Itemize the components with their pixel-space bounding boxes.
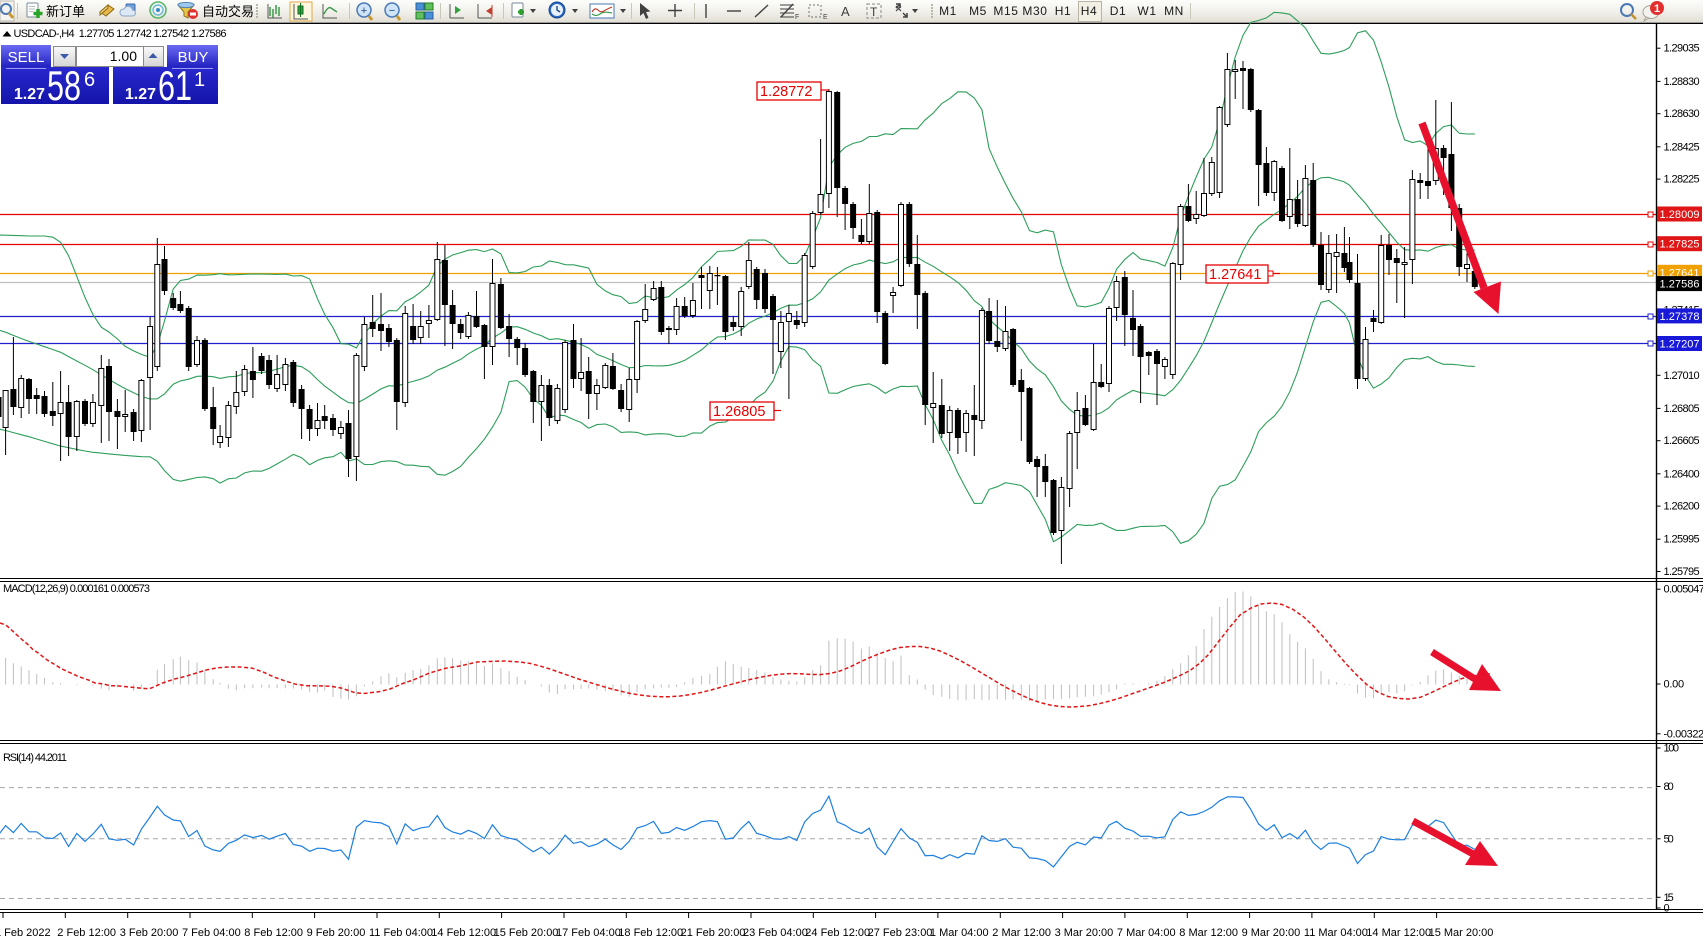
svg-text:58: 58: [47, 62, 81, 109]
svg-text:1 Mar 04:00: 1 Mar 04:00: [930, 927, 989, 939]
svg-text:1.27: 1.27: [14, 86, 45, 103]
svg-text:1 Feb 2022: 1 Feb 2022: [0, 927, 51, 939]
svg-text:15 Mar 20:00: 15 Mar 20:00: [1429, 927, 1494, 939]
svg-text:2 Mar 12:00: 2 Mar 12:00: [992, 927, 1051, 939]
svg-text:1.26400: 1.26400: [1664, 468, 1700, 480]
svg-text:3 Feb 20:00: 3 Feb 20:00: [120, 927, 179, 939]
svg-text:17 Feb 04:00: 17 Feb 04:00: [556, 927, 621, 939]
svg-text:H4: H4: [1081, 4, 1098, 18]
svg-text:W1: W1: [1137, 4, 1156, 18]
svg-text:8 Mar 12:00: 8 Mar 12:00: [1179, 927, 1238, 939]
svg-text:F: F: [795, 14, 799, 21]
svg-text:1.27586: 1.27586: [1660, 279, 1700, 291]
svg-text:7 Feb 04:00: 7 Feb 04:00: [182, 927, 241, 939]
svg-text:11 Feb 04:00: 11 Feb 04:00: [369, 927, 433, 939]
svg-text:1.26805: 1.26805: [713, 404, 765, 420]
svg-text:21 Feb 20:00: 21 Feb 20:00: [681, 927, 746, 939]
svg-text:1.27641: 1.27641: [1209, 267, 1261, 283]
svg-text:-0.003227: -0.003227: [1664, 728, 1703, 740]
svg-text:6: 6: [84, 69, 95, 91]
svg-text:1.28630: 1.28630: [1664, 108, 1700, 120]
svg-text:27 Feb 23:00: 27 Feb 23:00: [868, 927, 933, 939]
svg-text:61: 61: [158, 62, 192, 109]
svg-text:9 Feb 20:00: 9 Feb 20:00: [307, 927, 366, 939]
svg-text:M30: M30: [1022, 4, 1047, 18]
svg-text:1: 1: [1654, 3, 1660, 15]
svg-text:1.28830: 1.28830: [1664, 76, 1700, 88]
svg-text:1.26200: 1.26200: [1664, 501, 1700, 513]
svg-text:1.27378: 1.27378: [1660, 311, 1700, 323]
svg-text:新订单: 新订单: [46, 4, 85, 19]
svg-text:1.25995: 1.25995: [1664, 534, 1700, 546]
svg-text:1.28772: 1.28772: [760, 84, 812, 100]
svg-text:1.28009: 1.28009: [1660, 209, 1700, 221]
svg-text:1.26805: 1.26805: [1664, 403, 1700, 415]
svg-text:1.00: 1.00: [110, 48, 137, 64]
svg-text:100: 100: [1664, 743, 1680, 755]
svg-text:24 Feb 12:00: 24 Feb 12:00: [805, 927, 870, 939]
svg-text:14 Feb 12:00: 14 Feb 12:00: [431, 927, 496, 939]
svg-text:1.25795: 1.25795: [1664, 566, 1700, 578]
svg-text:11 Mar 04:00: 11 Mar 04:00: [1304, 927, 1368, 939]
svg-text:1: 1: [194, 69, 205, 91]
svg-text:D1: D1: [1110, 4, 1127, 18]
svg-text:MACD(12,26,9) 0.000161 0.00057: MACD(12,26,9) 0.000161 0.000573: [3, 583, 150, 595]
svg-text:15 Feb 20:00: 15 Feb 20:00: [494, 927, 559, 939]
svg-text:1.27207: 1.27207: [1660, 339, 1700, 351]
svg-text:18 Feb 12:00: 18 Feb 12:00: [618, 927, 683, 939]
svg-text:M5: M5: [969, 4, 987, 18]
svg-text:9 Mar 20:00: 9 Mar 20:00: [1242, 927, 1301, 939]
svg-text:2 Feb 12:00: 2 Feb 12:00: [57, 927, 116, 939]
svg-text:1.27: 1.27: [125, 86, 156, 103]
svg-text:自动交易: 自动交易: [202, 4, 254, 19]
svg-text:RSI(14) 44.2011: RSI(14) 44.2011: [3, 752, 67, 764]
svg-text:A: A: [841, 4, 850, 19]
svg-text:1.29035: 1.29035: [1664, 43, 1700, 55]
svg-text:0: 0: [1664, 903, 1670, 915]
svg-text:−: −: [389, 5, 395, 17]
svg-text:0.005047: 0.005047: [1664, 584, 1703, 596]
svg-text:0.00: 0.00: [1664, 679, 1685, 691]
svg-text:MN: MN: [1164, 4, 1184, 18]
svg-text:T: T: [870, 5, 878, 19]
svg-text:1.26605: 1.26605: [1664, 435, 1700, 447]
svg-text:8 Feb 12:00: 8 Feb 12:00: [244, 927, 303, 939]
svg-text:M1: M1: [939, 4, 957, 18]
svg-text:14 Mar 12:00: 14 Mar 12:00: [1366, 927, 1431, 939]
svg-text:SELL: SELL: [8, 49, 45, 66]
svg-text:3 Mar 20:00: 3 Mar 20:00: [1055, 927, 1114, 939]
svg-text:USDCAD-,H4 1.27705 1.27742 1.: USDCAD-,H4 1.27705 1.27742 1.27542 1.275…: [14, 28, 227, 40]
svg-text:M15: M15: [993, 4, 1018, 18]
svg-text:1.28225: 1.28225: [1664, 174, 1700, 186]
svg-text:80: 80: [1664, 781, 1674, 793]
svg-text:7 Mar 04:00: 7 Mar 04:00: [1117, 927, 1176, 939]
svg-text:1.28425: 1.28425: [1664, 141, 1700, 153]
svg-text:23 Feb 04:00: 23 Feb 04:00: [743, 927, 808, 939]
svg-text:50: 50: [1664, 833, 1674, 845]
svg-text:1.27825: 1.27825: [1660, 239, 1700, 251]
svg-text:+: +: [361, 5, 367, 17]
svg-text:E: E: [823, 14, 828, 21]
svg-text:1.27010: 1.27010: [1664, 370, 1700, 382]
svg-text:H1: H1: [1055, 4, 1072, 18]
